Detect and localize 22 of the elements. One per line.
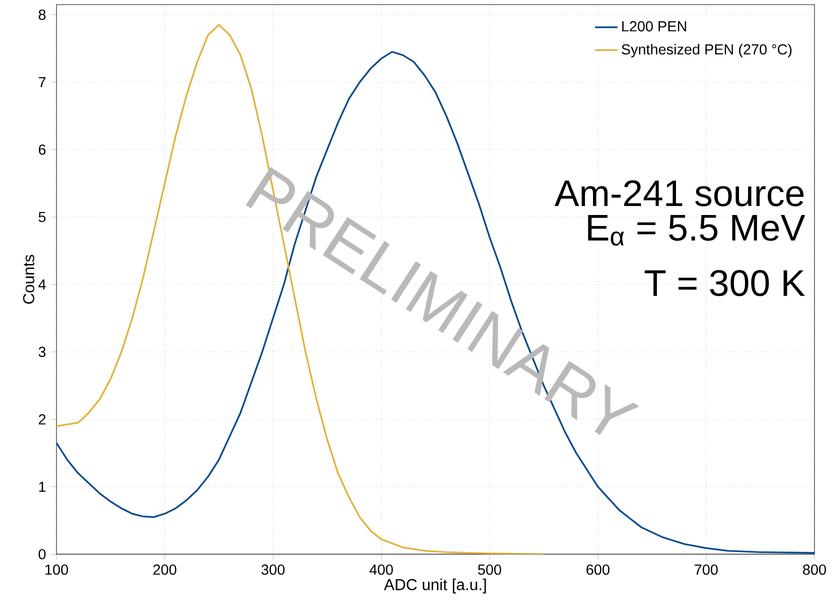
x-tick-label: 800 <box>802 564 826 575</box>
y-tick-label: 7 <box>38 77 46 88</box>
x-tick-label: 700 <box>694 564 718 575</box>
x-tick-label: 400 <box>370 564 393 575</box>
y-tick-label: 0 <box>38 549 46 560</box>
x-axis-title: ADC unit [a.u.] <box>384 578 486 594</box>
legend-label: Synthesized PEN (270 °C) <box>622 44 792 58</box>
y-tick-label: 6 <box>38 144 46 155</box>
y-tick-label: 8 <box>38 10 46 20</box>
y-tick-label: 3 <box>38 346 46 358</box>
annotation: T = 300 K <box>644 270 805 296</box>
y-tick-label: 1 <box>39 482 46 492</box>
x-tick-label: 100 <box>45 564 68 575</box>
y-tick-label: 5 <box>38 212 46 222</box>
y-axis-title: Counts <box>23 255 34 304</box>
y-tick-label: 4 <box>38 280 46 290</box>
x-tick-label: 600 <box>586 564 610 575</box>
x-tick-label: 500 <box>478 564 502 575</box>
y-tick-label: 2 <box>38 414 46 425</box>
x-tick-label: 200 <box>153 564 176 575</box>
x-tick-label: 300 <box>261 564 285 575</box>
legend-label: L200 PEN <box>622 21 686 32</box>
